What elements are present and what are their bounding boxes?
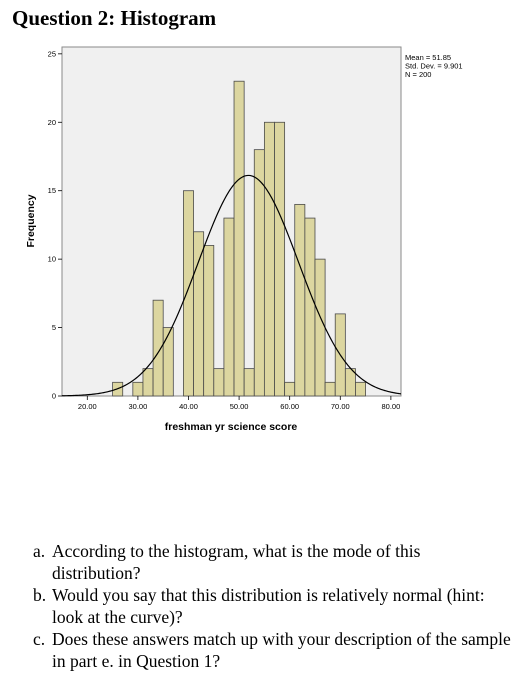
- question-c-text: Does these answers match up with your de…: [52, 629, 511, 671]
- page-title: Question 2: Histogram: [12, 6, 217, 30]
- histogram-bar: [314, 258, 326, 397]
- y-tick-label: 5: [52, 323, 56, 332]
- question-c: c. Does these answers match up with your…: [33, 628, 513, 672]
- question-a: a. According to the histogram, what is t…: [33, 540, 513, 584]
- histogram-bar: [324, 381, 336, 397]
- x-tick-label: 50.00: [230, 402, 249, 411]
- histogram-bar: [162, 327, 174, 397]
- question-a-text: According to the histogram, what is the …: [52, 541, 421, 583]
- histogram-chart: 0 5 10 15 20 25 20.00 30.00 40.00 50.00 60.00 70.0…: [25, 46, 463, 433]
- y-tick-label: 20: [48, 118, 56, 127]
- x-tick-label: 40.00: [179, 402, 198, 411]
- x-tick-label: 70.00: [331, 402, 350, 411]
- histogram-bar: [203, 245, 215, 397]
- histogram-bar: [233, 80, 245, 397]
- y-axis: 0 5 10 15 20 25: [48, 49, 62, 401]
- histogram-bar: [193, 231, 205, 397]
- histogram-bar: [213, 368, 225, 397]
- question-b-label: b.: [33, 585, 47, 605]
- x-tick-label: 20.00: [78, 402, 97, 411]
- x-tick-label: 60.00: [280, 402, 299, 411]
- histogram-bar: [132, 381, 144, 397]
- histogram-bar: [223, 217, 235, 397]
- histogram-bar: [294, 203, 306, 397]
- question-a-label: a.: [33, 541, 46, 561]
- question-c-label: c.: [33, 629, 46, 649]
- x-axis-label: freshman yr science score: [165, 421, 298, 433]
- histogram-bar: [152, 299, 164, 397]
- question-list: a. According to the histogram, what is t…: [33, 540, 513, 672]
- histogram-bar: [284, 381, 296, 397]
- y-tick-label: 10: [48, 255, 56, 264]
- question-b: b. Would you say that this distribution …: [33, 584, 513, 628]
- histogram-bar: [263, 121, 275, 397]
- histogram-bar: [142, 368, 154, 397]
- histogram-bar: [243, 368, 255, 397]
- histogram-bar: [304, 217, 316, 397]
- histogram-bar: [274, 121, 286, 397]
- histogram-bar: [355, 381, 366, 397]
- y-tick-label: 0: [52, 392, 56, 401]
- legend-line: N = 200: [405, 70, 431, 79]
- y-tick-label: 15: [48, 186, 56, 195]
- legend-line: Std. Dev. = 9.901: [405, 62, 463, 71]
- normal-curve: [61, 174, 402, 397]
- y-tick-label: 25: [48, 49, 56, 58]
- histogram-bar: [183, 190, 194, 397]
- x-tick-label: 80.00: [381, 402, 400, 411]
- y-axis-label: Frequency: [25, 194, 37, 247]
- histogram-bar: [253, 149, 265, 397]
- x-axis: 20.00 30.00 40.00 50.00 60.00 70.00 80.00: [78, 396, 400, 411]
- x-tick-label: 30.00: [129, 402, 148, 411]
- question-b-text: Would you say that this distribution is …: [52, 585, 485, 627]
- legend-line: Mean = 51.85: [405, 53, 451, 62]
